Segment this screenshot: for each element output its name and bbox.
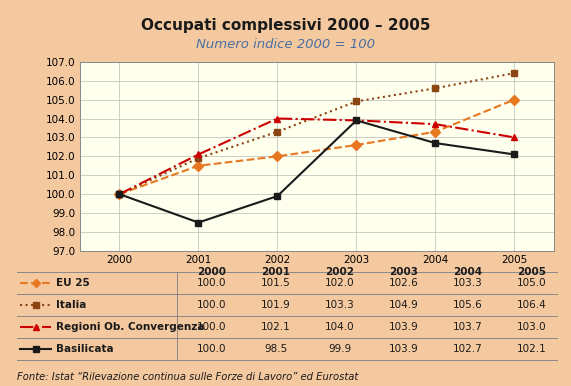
- Text: 102.1: 102.1: [517, 344, 546, 354]
- Text: Italia: Italia: [56, 300, 86, 310]
- Text: 103.0: 103.0: [517, 322, 546, 332]
- Text: 100.0: 100.0: [197, 278, 227, 288]
- Text: Regioni Ob. Convergenza: Regioni Ob. Convergenza: [56, 322, 204, 332]
- Text: 102.6: 102.6: [389, 278, 419, 288]
- Text: 100.0: 100.0: [197, 344, 227, 354]
- Text: Basilicata: Basilicata: [56, 344, 114, 354]
- Text: 103.3: 103.3: [325, 300, 355, 310]
- Text: 2002: 2002: [325, 267, 354, 277]
- Text: 2004: 2004: [453, 267, 482, 277]
- Text: 2000: 2000: [198, 267, 226, 277]
- Text: 103.3: 103.3: [453, 278, 482, 288]
- Text: 100.0: 100.0: [197, 322, 227, 332]
- Text: 106.4: 106.4: [517, 300, 546, 310]
- Text: 99.9: 99.9: [328, 344, 351, 354]
- Text: 104.9: 104.9: [389, 300, 419, 310]
- Text: Occupati complessivi 2000 – 2005: Occupati complessivi 2000 – 2005: [140, 18, 431, 32]
- Text: 105.0: 105.0: [517, 278, 546, 288]
- Text: 102.0: 102.0: [325, 278, 355, 288]
- Text: 2005: 2005: [517, 267, 546, 277]
- Text: 101.5: 101.5: [261, 278, 291, 288]
- Text: 103.7: 103.7: [453, 322, 482, 332]
- Text: 102.7: 102.7: [453, 344, 482, 354]
- Text: Fonte: Istat “Rilevazione continua sulle Forze di Lavoro” ed Eurostat: Fonte: Istat “Rilevazione continua sulle…: [17, 372, 359, 382]
- Text: 2003: 2003: [389, 267, 418, 277]
- Text: 98.5: 98.5: [264, 344, 287, 354]
- Text: 105.6: 105.6: [453, 300, 482, 310]
- Text: EU 25: EU 25: [56, 278, 90, 288]
- Text: 103.9: 103.9: [389, 344, 419, 354]
- Text: 101.9: 101.9: [261, 300, 291, 310]
- Text: 2001: 2001: [262, 267, 290, 277]
- Text: Numero indice 2000 = 100: Numero indice 2000 = 100: [196, 38, 375, 51]
- Text: 103.9: 103.9: [389, 322, 419, 332]
- Text: 102.1: 102.1: [261, 322, 291, 332]
- Text: 104.0: 104.0: [325, 322, 355, 332]
- Text: 100.0: 100.0: [197, 300, 227, 310]
